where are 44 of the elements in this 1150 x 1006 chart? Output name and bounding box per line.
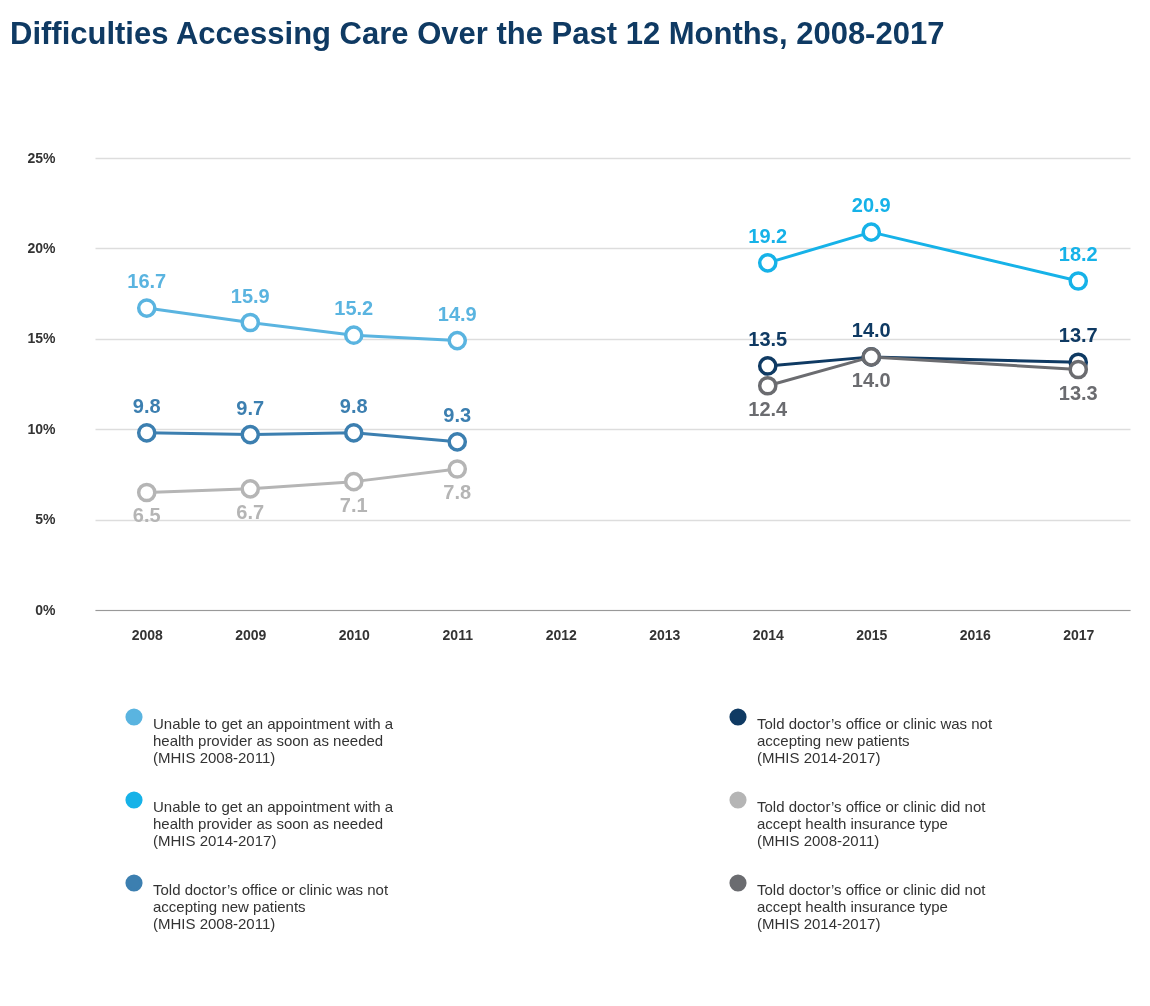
data-label: 13.7 — [1058, 324, 1098, 347]
x-tick-label: 2017 — [1063, 626, 1095, 643]
x-tick-label: 2012 — [545, 626, 578, 643]
data-label: 6.7 — [236, 500, 265, 523]
data-label: 9.8 — [132, 394, 161, 417]
data-label: 14.9 — [437, 302, 477, 325]
data-label: 16.7 — [127, 270, 167, 293]
data-label: 7.1 — [339, 493, 368, 516]
data-label: 12.4 — [748, 397, 789, 420]
legend-label: Told doctor’s office or clinic was not accepting new patients (MHIS 2008-2011) — [153, 881, 389, 932]
x-tick-label: 2015 — [856, 626, 888, 643]
x-tick-label: 2016 — [959, 626, 992, 643]
y-tick-label: 5% — [35, 511, 57, 528]
chart-title: Difficulties Accessing Care Over the Past 12 Months, 2008-2017 — [10, 16, 945, 51]
data-label: 9.3 — [443, 403, 472, 426]
y-tick-label: 0% — [35, 601, 57, 618]
data-label: 18.2 — [1058, 242, 1098, 265]
legend-label: Told doctor’s office or clinic was not accepting new patients (MHIS 2014-2017) — [757, 715, 993, 766]
x-tick-label: 2010 — [338, 626, 371, 643]
legend-label: Told doctor’s office or clinic did not accept health insurance type (MHIS 2014-2017) — [757, 881, 987, 932]
legend-label: Unable to get an appointment with a health provider as soon as needed (MHIS 2008-2011) — [153, 715, 394, 766]
y-tick-label: 10% — [27, 420, 57, 437]
data-label: 15.2 — [334, 297, 374, 320]
data-label: 20.9 — [851, 194, 891, 217]
y-tick-label: 20% — [27, 239, 57, 256]
x-tick-label: 2013 — [649, 626, 681, 643]
data-label: 14.0 — [851, 318, 891, 341]
data-label: 15.9 — [230, 284, 270, 307]
data-label: 13.5 — [748, 327, 788, 350]
data-label: 6.5 — [132, 504, 161, 527]
x-tick-label: 2008 — [131, 626, 164, 643]
y-tick-label: 25% — [27, 149, 57, 166]
data-label: 9.8 — [339, 394, 368, 417]
legend-label: Unable to get an appointment with a health provider as soon as needed (MHIS 2014-2017) — [153, 798, 394, 849]
legend-label: Told doctor’s office or clinic did not accept health insurance type (MHIS 2008-2011) — [757, 798, 987, 849]
data-label: 13.3 — [1058, 381, 1098, 404]
x-tick-label: 2011 — [442, 626, 474, 643]
data-label: 19.2 — [748, 224, 788, 247]
data-label: 7.8 — [443, 480, 472, 503]
y-tick-label: 15% — [27, 330, 57, 347]
data-label: 14.0 — [851, 368, 891, 391]
x-tick-label: 2009 — [235, 626, 267, 643]
data-label: 9.7 — [236, 396, 265, 419]
x-tick-label: 2014 — [752, 626, 785, 643]
